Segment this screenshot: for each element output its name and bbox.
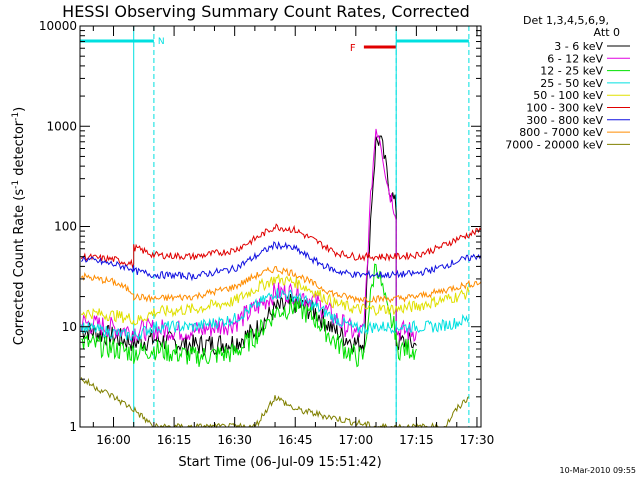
legend-label: 6 - 12 keV: [547, 52, 603, 65]
y-tick-label: 1000: [46, 119, 77, 133]
legend-header-line-1: Det 1,3,4,5,6,9,: [523, 14, 609, 27]
chart-title: HESSI Observing Summary Count Rates, Cor…: [62, 2, 470, 21]
series-line-2: [80, 128, 417, 344]
x-tick-label: 17:00: [339, 433, 374, 447]
legend-label: 12 - 25 keV: [540, 65, 603, 78]
legend-label: 100 - 300 keV: [526, 102, 603, 115]
legend-header-line-2: Att 0: [594, 26, 620, 39]
flare-marker-label: F: [350, 43, 356, 54]
legend-label: 50 - 100 keV: [533, 89, 603, 102]
y-axis-label-middle: detector: [12, 120, 27, 180]
series-layer: [80, 128, 482, 429]
series-line-6: [80, 223, 482, 269]
y-tick-label: 1: [69, 420, 77, 434]
x-tick-label: 16:30: [217, 433, 252, 447]
y-axis-label-main: Corrected Count Rate (s: [12, 189, 27, 346]
series-line-4: [80, 288, 470, 342]
tick-layer: 1 10 100 1000 10000 16:00 16:15 16:30 16:45 17:00…: [39, 19, 494, 447]
series-line-7: [80, 240, 482, 282]
y-axis-label-superscript-2: -1: [11, 112, 21, 121]
night-marker-label: N: [158, 37, 165, 47]
x-axis-label: Start Time (06-Jul-09 15:51:42): [178, 455, 381, 470]
y-axis-label-superscript-1: -1: [11, 180, 21, 189]
x-tick-label: 16:00: [96, 433, 131, 447]
y-axis-label-end: ): [12, 107, 27, 112]
y-tick-label: 10: [62, 320, 77, 334]
y-axis-label: Corrected Count Rate (s-1 detector-1): [11, 107, 27, 345]
series-line-5: [80, 274, 470, 326]
legend-label: 7000 - 20000 keV: [505, 138, 603, 151]
legend-label: 3 - 6 keV: [554, 40, 603, 53]
x-tick-label: 17:15: [399, 433, 434, 447]
x-tick-label: 16:15: [157, 433, 192, 447]
legend-label: 300 - 800 keV: [526, 114, 603, 127]
legend-label: 25 - 50 keV: [540, 77, 603, 90]
timestamp: 10-Mar-2010 09:55: [560, 466, 637, 475]
y-tick-label: 10000: [39, 19, 77, 33]
series-line-8: [80, 265, 482, 304]
legend-label: 800 - 7000 keV: [519, 126, 603, 139]
x-tick-label: 17:30: [460, 433, 495, 447]
x-tick-label: 16:45: [278, 433, 313, 447]
series-line-3: [81, 263, 417, 368]
y-tick-label: 100: [54, 220, 77, 234]
